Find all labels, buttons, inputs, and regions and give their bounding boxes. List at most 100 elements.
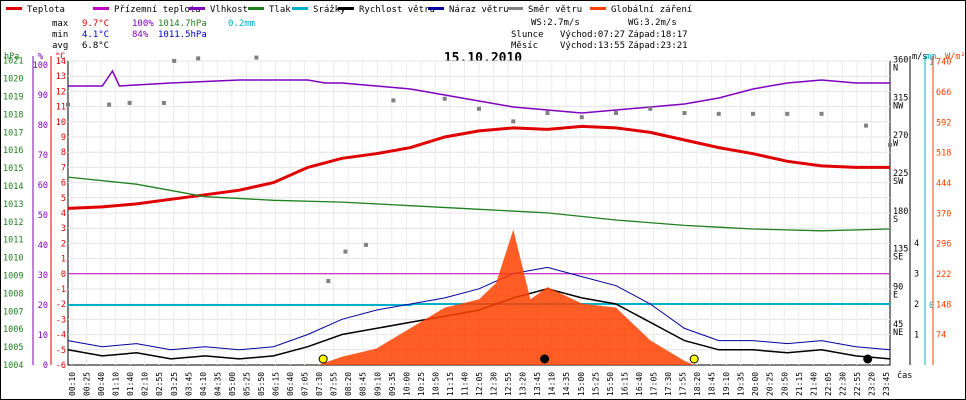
legend-label: Srážky xyxy=(313,5,346,15)
series-line-sr-ky xyxy=(68,303,890,306)
tick-label-direction: 360 xyxy=(893,56,908,66)
tick-label: -1 xyxy=(56,285,66,295)
axis-unit-pct: % xyxy=(38,52,43,62)
tick-label: 1015 xyxy=(3,164,23,174)
tick-label-time: 12:55 xyxy=(504,372,513,396)
legend-item: Teplota xyxy=(6,5,65,15)
legend-swatch xyxy=(248,7,264,10)
tick-label: 1008 xyxy=(3,289,23,299)
tick-label: 20 xyxy=(38,301,48,311)
legend-item: Vlhkost xyxy=(189,5,248,15)
wind-direction-point xyxy=(648,106,653,111)
series-line-teplota xyxy=(67,124,890,210)
tick-label-time: 06:15 xyxy=(272,372,281,396)
legend-item: Srážky xyxy=(292,5,346,15)
tick-label: 4 xyxy=(61,209,66,219)
tick-label: -6 xyxy=(56,361,66,371)
tick-label: 10 xyxy=(56,118,66,128)
legend-swatch xyxy=(507,7,523,10)
wind-direction-point xyxy=(66,102,70,107)
tick-label-direction: 135 xyxy=(893,245,908,255)
plot-area xyxy=(66,55,892,366)
wind-direction-point xyxy=(511,119,516,124)
wind-direction-point xyxy=(477,106,481,111)
moon-set: Západ:23:21 xyxy=(628,41,688,51)
series-line-n-raz-v-tru xyxy=(67,266,891,351)
tick-label-time: 04:35 xyxy=(213,372,222,396)
legend-swatch xyxy=(93,7,109,10)
tick-label-time: 10:00 xyxy=(402,372,411,396)
tick-label-time: 09:35 xyxy=(388,372,397,396)
wind-direction-point xyxy=(161,100,166,105)
tick-label-time: 20:00 xyxy=(751,372,760,396)
tick-label-time: 12:05 xyxy=(475,372,484,396)
tick-label-time: 07:55 xyxy=(330,372,339,396)
tick-label-time: 01:10 xyxy=(112,372,121,396)
tick-label-time: 17:05 xyxy=(649,372,658,396)
tick-label-time: 11:15 xyxy=(446,372,455,396)
stat-max-press: 1014.7hPa xyxy=(158,19,207,29)
tick-label: 0 xyxy=(43,361,48,371)
tick-label-time: 06:40 xyxy=(286,372,295,396)
legend-item: Přízemní teplota xyxy=(93,5,201,15)
sun-label: Slunce xyxy=(511,30,544,40)
tick-label-time: 22:05 xyxy=(824,372,833,396)
stat-min-temp: 4.1°C xyxy=(82,30,109,40)
tick-label-time: 14:10 xyxy=(548,372,557,396)
tick-label: -2 xyxy=(56,300,66,310)
legend-item: Náraz větru xyxy=(428,5,509,15)
legend-item: Tlak xyxy=(248,5,291,15)
tick-label-direction: 315 xyxy=(893,93,908,103)
tick-label: 1004 xyxy=(3,361,23,371)
series-line-tlak xyxy=(67,176,891,232)
wind-direction-point xyxy=(751,111,755,116)
tick-label-time: 23:45 xyxy=(882,372,891,396)
legend-label: Tlak xyxy=(269,5,291,15)
moon-marker xyxy=(863,354,873,364)
legend-item: Rychlost větru xyxy=(338,5,435,15)
axes: 1021102010191018101710161015101410131012… xyxy=(3,52,965,396)
tick-label-time: 09:10 xyxy=(373,372,382,396)
tick-label-time: 08:45 xyxy=(359,372,368,396)
legend-swatch xyxy=(6,7,22,10)
stat-ws: WS:2.7m/s xyxy=(531,18,580,28)
wind-direction-point xyxy=(785,111,790,116)
legend: Teplota Přízemní teplota Vlhkost Tlak Srážky… xyxy=(6,5,692,15)
wind-direction-point xyxy=(127,100,132,105)
tick-label: 1020 xyxy=(3,75,23,85)
tick-label: 1018 xyxy=(3,110,23,120)
tick-label-direction: SE xyxy=(893,253,903,263)
tick-label: 8 xyxy=(61,148,66,158)
tick-label-time: 17:30 xyxy=(664,372,673,396)
tick-label-time: 01:40 xyxy=(126,372,135,396)
wind-direction-point xyxy=(391,98,396,103)
legend-swatch xyxy=(428,7,444,10)
axis-unit-wm2: W/m² xyxy=(945,52,965,62)
tick-label: 7 xyxy=(61,163,66,173)
tick-label-direction: 270 xyxy=(893,131,908,141)
wind-direction-point xyxy=(107,102,112,107)
tick-label: 0 xyxy=(61,270,66,280)
tick-label-direction: SW xyxy=(893,177,904,187)
tick-label-time: 04:10 xyxy=(199,372,208,396)
tick-label: 1006 xyxy=(3,325,23,335)
tick-label: 100 xyxy=(33,61,48,71)
tick-label: -4 xyxy=(56,331,66,341)
tick-label-time: 18:45 xyxy=(708,372,717,396)
tick-label-time: 05:25 xyxy=(242,372,251,396)
wind-direction-point xyxy=(614,111,618,115)
tick-label-time: 11:40 xyxy=(460,372,469,396)
tick-label: 70 xyxy=(38,151,48,161)
tick-label-wm2: 370 xyxy=(936,209,951,219)
tick-label-time: 22:30 xyxy=(838,372,847,396)
tick-label: 5 xyxy=(61,194,66,204)
wind-direction-point xyxy=(579,115,584,120)
tick-label: 60 xyxy=(38,181,48,191)
tick-label-time: 10:25 xyxy=(417,372,426,396)
stat-min-hum: 84% xyxy=(132,30,149,40)
tick-label: 14 xyxy=(56,57,66,67)
tick-label-time: 20:50 xyxy=(780,372,789,396)
tick-label-direction: 225 xyxy=(893,169,908,179)
wind-direction-point xyxy=(888,142,892,147)
tick-label-direction: E xyxy=(893,290,898,300)
